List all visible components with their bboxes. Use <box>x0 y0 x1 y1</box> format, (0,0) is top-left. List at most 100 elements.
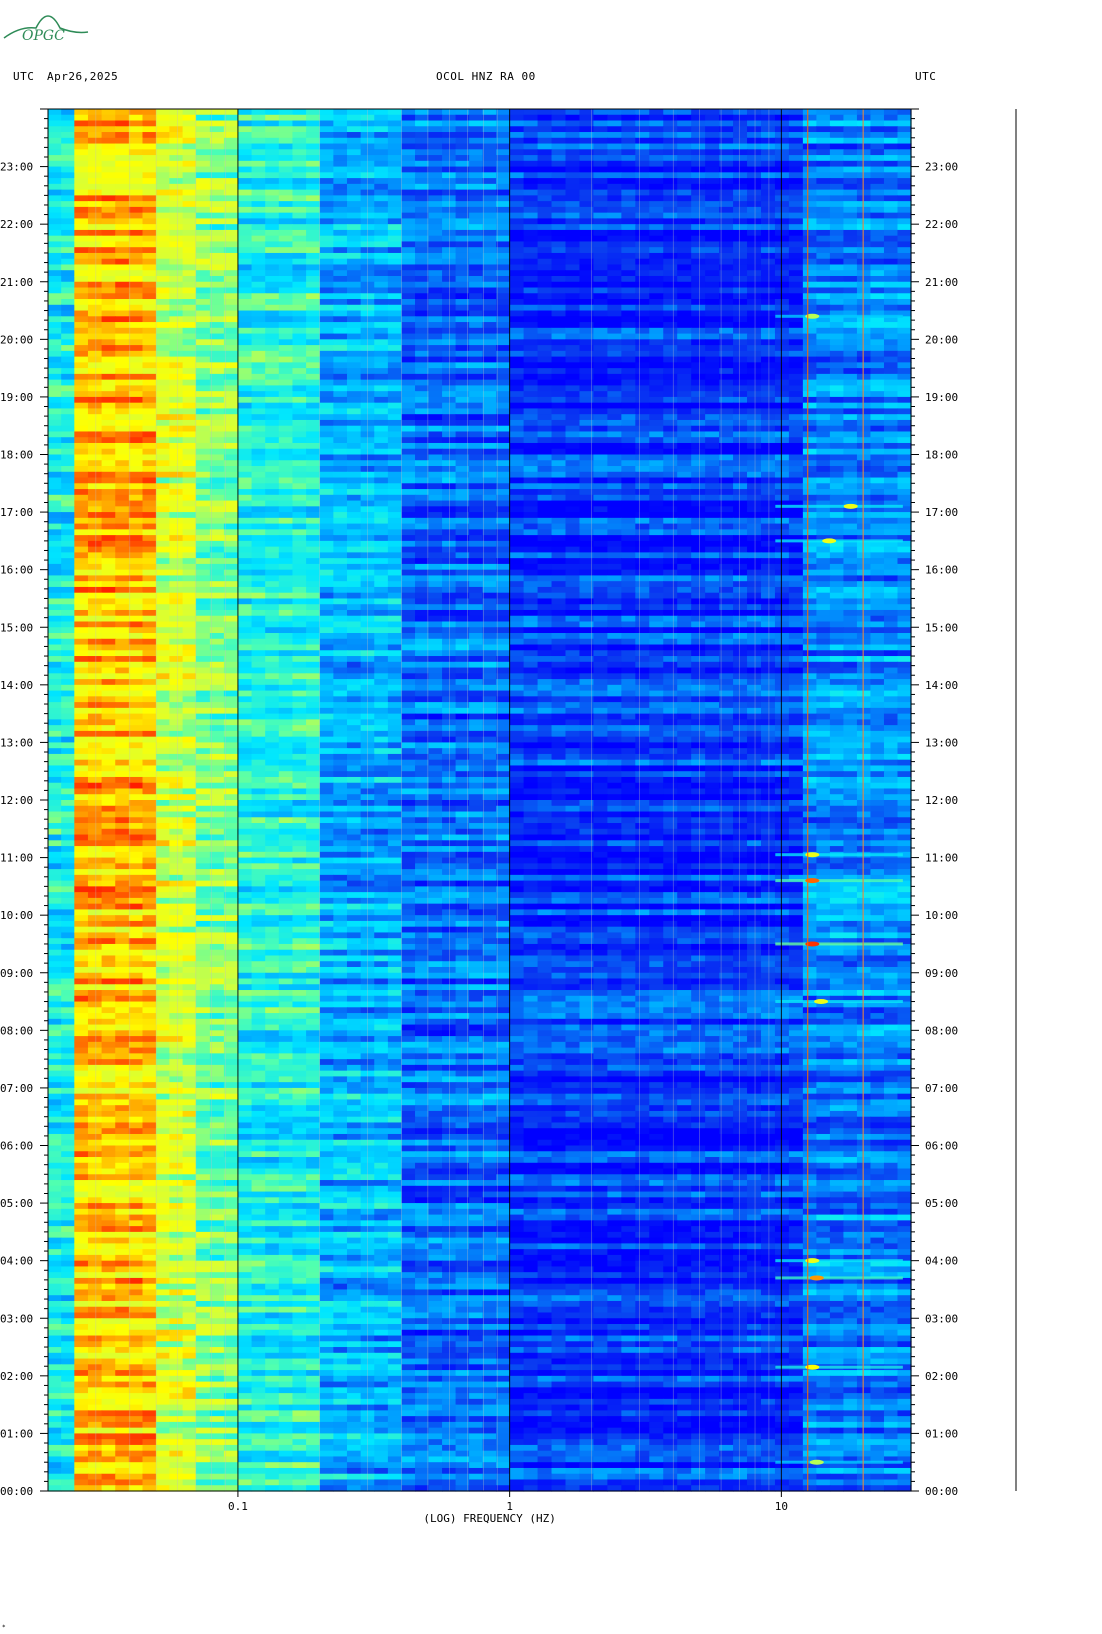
heatmap-cell <box>142 322 157 329</box>
heatmap-cell <box>278 1300 294 1308</box>
heatmap-cell <box>237 396 253 404</box>
heatmap-cell <box>292 1324 307 1331</box>
heatmap-cell <box>265 736 280 744</box>
heatmap-cell <box>306 771 321 778</box>
heatmap-cell <box>237 252 253 260</box>
heatmap-cell <box>195 817 211 824</box>
heatmap-cell <box>292 339 307 346</box>
heatmap-cell <box>48 1053 62 1060</box>
heatmap-cell <box>169 143 184 150</box>
heatmap-cell <box>128 926 144 934</box>
heatmap-cell <box>156 1231 170 1239</box>
heatmap-cell <box>195 224 211 231</box>
heatmap-cell <box>209 1087 225 1095</box>
heatmap-cell <box>209 932 225 939</box>
heatmap-cell <box>209 990 225 997</box>
heatmap-cell <box>142 1439 157 1446</box>
heatmap-cell <box>195 1151 211 1158</box>
heatmap-cell <box>115 477 130 484</box>
heatmap-cell <box>48 1381 62 1388</box>
heatmap-cell <box>115 1300 130 1308</box>
heatmap-cell <box>182 1347 197 1354</box>
heatmap-cell <box>169 1231 184 1239</box>
heatmap-cell <box>182 327 197 335</box>
heatmap-cell <box>265 431 280 438</box>
heatmap-cell <box>223 569 239 577</box>
heatmap-cell <box>209 736 225 744</box>
heatmap-cell <box>278 477 294 484</box>
heatmap-cell <box>156 275 170 283</box>
heatmap-cell <box>209 1364 225 1371</box>
heatmap-cell <box>87 1254 103 1262</box>
heatmap-cell <box>223 166 239 173</box>
heatmap-cell <box>115 598 130 605</box>
heatmap-cell <box>265 800 280 807</box>
heatmap-cell <box>169 552 184 559</box>
heatmap-cell <box>265 1208 280 1216</box>
heatmap-cell <box>87 224 103 231</box>
heatmap-cell <box>182 949 197 957</box>
heatmap-cell <box>237 1243 253 1250</box>
heatmap-cell <box>306 1122 321 1129</box>
heatmap-cell <box>87 362 103 369</box>
heatmap-cell <box>182 725 197 732</box>
heatmap-cell <box>265 1007 280 1014</box>
heatmap-cell <box>142 275 157 283</box>
heatmap-cell <box>265 1358 280 1365</box>
heatmap-cell <box>48 1260 62 1268</box>
heatmap-cell <box>209 609 225 617</box>
heatmap-cell <box>169 483 184 490</box>
heatmap-cell <box>115 592 130 600</box>
heatmap-cell <box>61 1283 75 1291</box>
heatmap-cell <box>61 356 75 363</box>
heatmap-cell <box>87 673 103 680</box>
heatmap-cell <box>128 1139 144 1147</box>
heatmap-cell <box>237 943 253 951</box>
heatmap-cell <box>195 385 211 392</box>
heatmap-cell <box>195 218 211 225</box>
heatmap-cell <box>292 460 307 467</box>
heatmap-cell <box>74 183 89 191</box>
heatmap-cell <box>101 742 116 749</box>
heatmap-cell <box>223 529 239 536</box>
heatmap-cell <box>169 1047 184 1054</box>
heatmap-cell <box>128 448 144 456</box>
heatmap-cell <box>209 800 225 807</box>
heatmap-cell <box>251 1341 266 1348</box>
heatmap-cell <box>292 345 307 352</box>
heatmap-cell <box>237 1168 253 1175</box>
heatmap-cell <box>223 1128 239 1135</box>
heatmap-cell <box>74 834 89 841</box>
heatmap-cell <box>115 1272 130 1279</box>
heatmap-cell <box>209 696 225 703</box>
heatmap-cell <box>237 126 253 133</box>
heatmap-cell <box>237 569 253 577</box>
heatmap-cell <box>209 448 225 456</box>
heatmap-cell <box>237 247 253 254</box>
heatmap-cell <box>265 1387 280 1394</box>
heatmap-cell <box>48 1289 62 1296</box>
heatmap-cell <box>48 966 62 974</box>
heatmap-cell <box>209 149 225 156</box>
heatmap-cell <box>61 275 75 283</box>
heatmap-cell <box>195 661 211 669</box>
heatmap-cell <box>74 1260 89 1268</box>
heatmap-cell <box>156 316 170 323</box>
heatmap-cell <box>61 800 75 807</box>
heatmap-cell <box>115 172 130 179</box>
heatmap-cell <box>169 1444 184 1452</box>
heatmap-cell <box>182 1036 197 1043</box>
heatmap-cell <box>292 1128 307 1135</box>
heatmap-cell <box>169 1053 184 1060</box>
heatmap-cell <box>115 224 130 231</box>
heatmap-cell <box>209 160 225 168</box>
heatmap-cell <box>209 466 225 473</box>
heatmap-cell <box>182 1398 197 1406</box>
heatmap-cell <box>265 1157 280 1164</box>
heatmap-cell <box>48 1059 62 1066</box>
heatmap-cell <box>278 569 294 577</box>
heatmap-cell <box>278 1329 294 1337</box>
heatmap-cell <box>182 851 197 859</box>
heatmap-cell <box>74 316 89 323</box>
heatmap-cell <box>251 241 266 248</box>
